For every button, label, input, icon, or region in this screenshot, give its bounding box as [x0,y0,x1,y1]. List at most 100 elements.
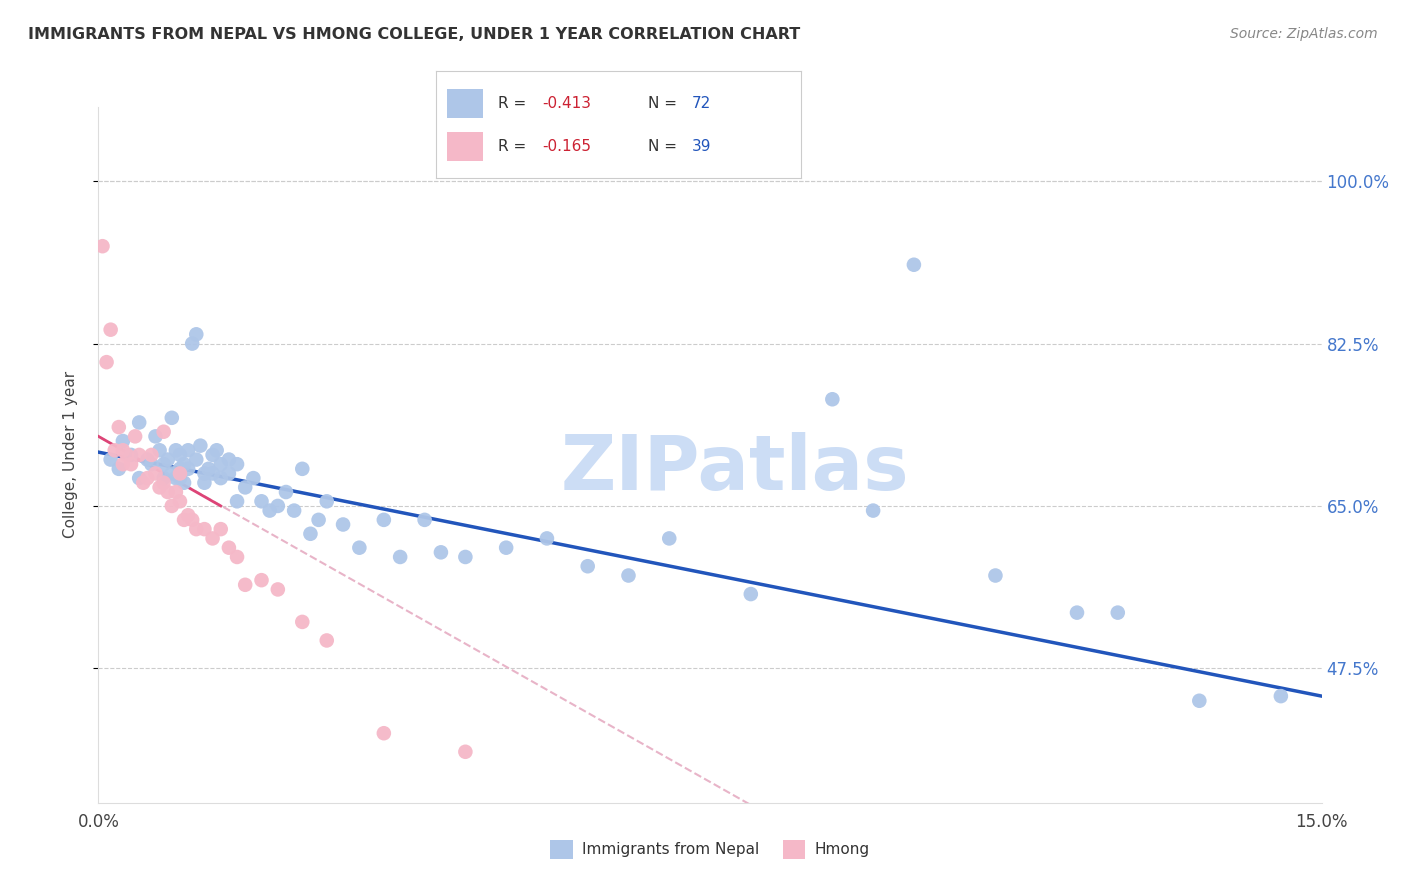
Point [267,582,290,597]
Point [536,532,558,546]
Point [152,471,174,485]
Point [181,513,204,527]
Point [136,471,159,485]
Point [149,480,172,494]
Point [233,578,256,592]
Point [120,457,142,471]
Point [111,434,134,448]
Point [454,549,477,564]
Point [299,526,322,541]
Point [100,452,122,467]
Point [201,467,224,481]
Point [740,587,762,601]
Point [205,443,228,458]
Point [197,462,219,476]
Point [495,541,517,555]
Point [169,467,191,481]
Point [173,513,195,527]
Point [165,443,187,458]
Point [226,549,249,564]
Point [250,573,273,587]
Point [201,448,224,462]
Point [259,503,281,517]
Point [141,457,163,471]
Point [193,475,215,490]
Point [373,726,395,740]
Point [242,471,264,485]
Point [658,532,681,546]
Point [145,467,167,481]
Point [984,568,1007,582]
Point [128,416,150,430]
Text: Source: ZipAtlas.com: Source: ZipAtlas.com [1230,27,1378,41]
Point [209,471,232,485]
Point [100,323,122,337]
Text: IMMIGRANTS FROM NEPAL VS HMONG COLLEGE, UNDER 1 YEAR CORRELATION CHART: IMMIGRANTS FROM NEPAL VS HMONG COLLEGE, … [28,27,800,42]
Point [209,457,232,471]
Point [156,452,179,467]
Point [218,541,240,555]
Point [96,355,118,369]
Point [169,494,191,508]
Point [186,327,208,342]
Point [226,494,249,508]
Bar [447,132,484,161]
Point [160,499,183,513]
Point [267,499,290,513]
Point [177,462,200,476]
Point [1270,689,1292,703]
Point [250,494,273,508]
Point [181,336,204,351]
Point [332,517,354,532]
Point [136,452,159,467]
Point [1188,694,1211,708]
Point [308,513,330,527]
Text: ZIPatlas: ZIPatlas [560,432,908,506]
Legend: Immigrants from Nepal, Hmong: Immigrants from Nepal, Hmong [544,834,876,864]
Point [173,457,195,471]
Text: R =: R = [498,139,531,153]
Point [218,467,240,481]
Point [111,443,134,458]
Point [108,462,131,476]
Point [141,448,163,462]
Point [177,443,200,458]
Text: N =: N = [648,139,682,153]
Point [617,568,640,582]
Point [160,410,183,425]
Point [349,541,371,555]
Point [315,494,337,508]
Text: 72: 72 [692,96,711,111]
Point [152,457,174,471]
Point [108,420,131,434]
Point [160,467,183,481]
Point [132,475,155,490]
Point [218,452,240,467]
Text: -0.165: -0.165 [541,139,591,153]
Point [152,475,174,490]
Point [201,532,224,546]
Point [173,475,195,490]
Point [1107,606,1129,620]
Point [413,513,436,527]
Point [156,485,179,500]
Point [177,508,200,523]
Point [193,522,215,536]
Point [165,471,187,485]
Point [373,513,395,527]
Point [291,615,314,629]
Point [104,443,127,458]
Point [169,448,191,462]
Point [128,448,150,462]
Point [315,633,337,648]
Point [186,522,208,536]
Point [283,503,305,517]
Point [454,745,477,759]
Point [165,485,187,500]
Text: -0.413: -0.413 [541,96,591,111]
Y-axis label: College, Under 1 year: College, Under 1 year [63,371,77,539]
Point [111,457,134,471]
Point [576,559,599,574]
Point [389,549,412,564]
Point [120,448,142,462]
